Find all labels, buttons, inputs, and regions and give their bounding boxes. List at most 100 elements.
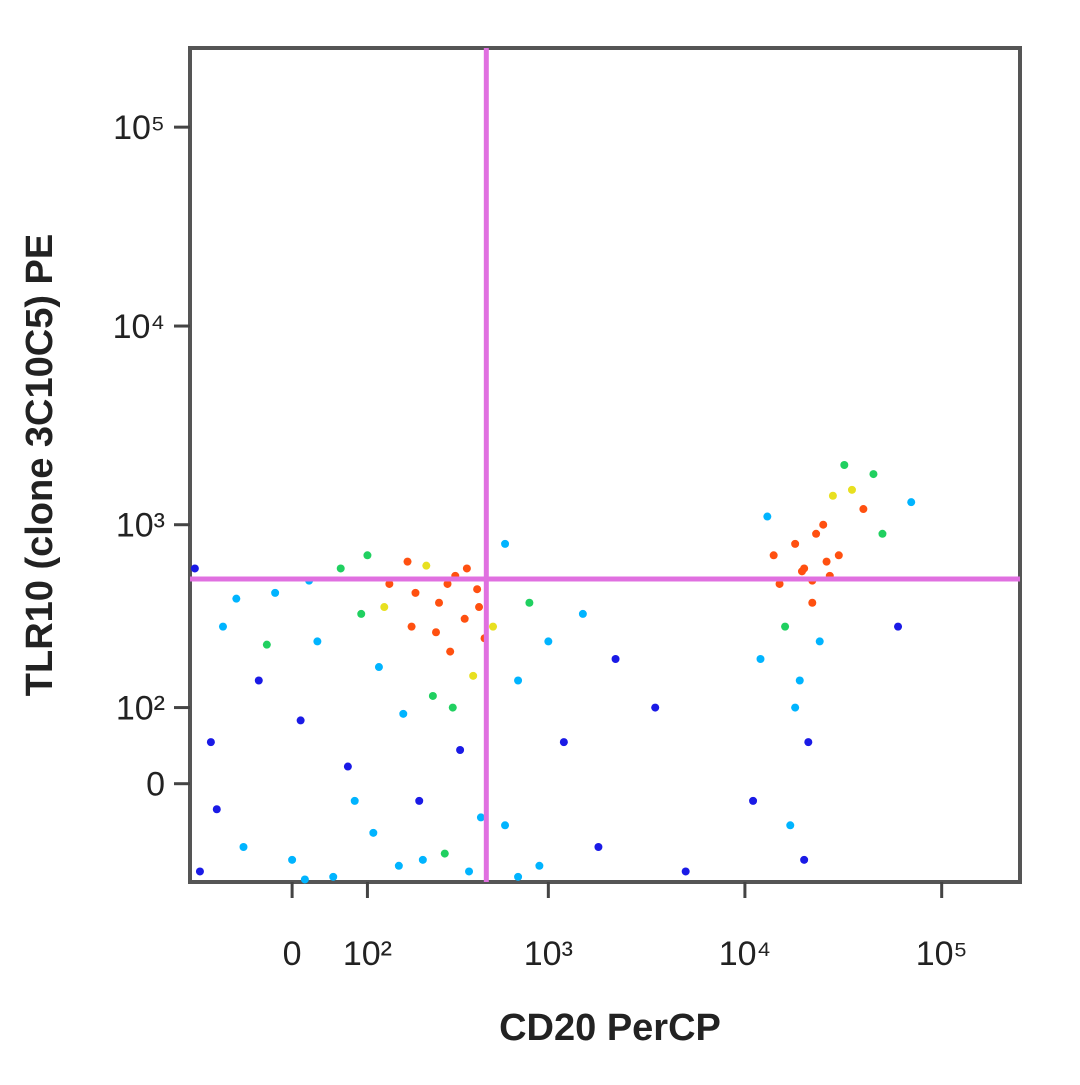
x-tick-label: 10³ xyxy=(524,935,573,973)
event-dot xyxy=(418,855,427,864)
event-dot xyxy=(594,842,603,851)
y-tick-label: 10⁴ xyxy=(113,308,165,346)
event-dot xyxy=(815,637,824,646)
event-dot xyxy=(514,676,523,685)
event-dot xyxy=(859,505,868,514)
event-dot xyxy=(476,813,485,822)
event-dot xyxy=(795,676,804,685)
event-dot xyxy=(763,512,772,521)
event-dot xyxy=(775,579,784,588)
x-axis-title: CD20 PerCP xyxy=(499,1007,721,1049)
event-dot xyxy=(313,637,322,646)
x-tick-label: 10² xyxy=(343,935,392,973)
x-tick-label: 10⁵ xyxy=(916,935,968,973)
event-dot xyxy=(681,867,690,876)
event-dot xyxy=(428,691,437,700)
event-dot xyxy=(786,821,795,830)
event-dot xyxy=(535,861,544,870)
event-dot xyxy=(239,842,248,851)
event-dot xyxy=(812,529,821,538)
event-dot xyxy=(407,622,416,631)
y-tick-label: 10³ xyxy=(116,507,165,545)
y-tick-label: 0 xyxy=(146,766,165,804)
event-dot xyxy=(514,872,523,881)
event-dot xyxy=(769,551,778,560)
event-dot xyxy=(385,579,394,588)
event-dot xyxy=(343,762,352,771)
event-dot xyxy=(336,564,345,573)
event-dot xyxy=(403,557,412,566)
event-dot xyxy=(394,861,403,870)
event-dot xyxy=(446,647,455,656)
event-dot xyxy=(894,622,903,631)
plot-frame xyxy=(188,46,1022,884)
event-dot xyxy=(232,594,241,603)
event-dot xyxy=(212,805,221,814)
event-dot xyxy=(288,855,297,864)
event-dot xyxy=(380,603,389,612)
event-dot xyxy=(218,622,227,631)
event-dot xyxy=(440,849,449,858)
x-tick-label: 0 xyxy=(283,935,302,973)
event-dot xyxy=(781,622,790,631)
event-dot xyxy=(432,628,441,637)
event-dot xyxy=(544,637,553,646)
event-dot xyxy=(501,821,510,830)
event-dot xyxy=(611,655,620,664)
event-dot xyxy=(749,796,758,805)
event-dot xyxy=(262,640,271,649)
event-dot xyxy=(475,603,484,612)
event-dot xyxy=(800,855,809,864)
event-dot xyxy=(791,703,800,712)
event-dot xyxy=(300,875,309,884)
x-tick-label: 10⁴ xyxy=(719,935,771,973)
event-dot xyxy=(350,796,359,805)
event-dot xyxy=(469,671,478,680)
event-dot xyxy=(415,796,424,805)
event-dot xyxy=(195,867,204,876)
event-dot xyxy=(363,551,372,560)
event-dot xyxy=(578,609,587,618)
event-dot xyxy=(822,557,831,566)
event-dot xyxy=(296,716,305,725)
event-dot xyxy=(374,663,383,672)
event-dot xyxy=(834,551,843,560)
event-dot xyxy=(462,564,471,573)
event-dot xyxy=(206,738,215,747)
event-dot xyxy=(797,567,806,576)
event-dot xyxy=(869,470,878,479)
event-dot xyxy=(460,614,469,623)
event-dot xyxy=(525,598,534,607)
event-dot xyxy=(819,520,828,529)
event-dot xyxy=(443,579,452,588)
event-dot xyxy=(840,461,849,470)
event-dot xyxy=(271,588,280,597)
event-dot xyxy=(559,738,568,747)
event-dot xyxy=(435,598,444,607)
event-dot xyxy=(399,709,408,718)
event-dot xyxy=(847,485,856,494)
event-dot xyxy=(791,539,800,548)
event-dot xyxy=(828,491,837,500)
event-dot xyxy=(501,539,510,548)
event-dot xyxy=(878,529,887,538)
event-dot xyxy=(808,598,817,607)
event-dot xyxy=(411,588,420,597)
y-axis-title: TLR10 (clone 3C10C5) PE xyxy=(19,234,61,696)
event-dot xyxy=(465,867,474,876)
event-dot xyxy=(448,703,457,712)
event-dot xyxy=(190,564,199,573)
y-tick-label: 10² xyxy=(116,690,165,728)
event-dot xyxy=(651,703,660,712)
event-dot xyxy=(489,622,498,631)
y-tick-label: 10⁵ xyxy=(113,109,165,147)
event-dot xyxy=(329,872,338,881)
event-dot xyxy=(456,746,465,755)
event-dot xyxy=(756,655,765,664)
event-dot xyxy=(357,609,366,618)
event-dot xyxy=(804,738,813,747)
event-dot xyxy=(369,828,378,837)
event-dot xyxy=(473,585,482,594)
event-dot xyxy=(907,498,916,507)
